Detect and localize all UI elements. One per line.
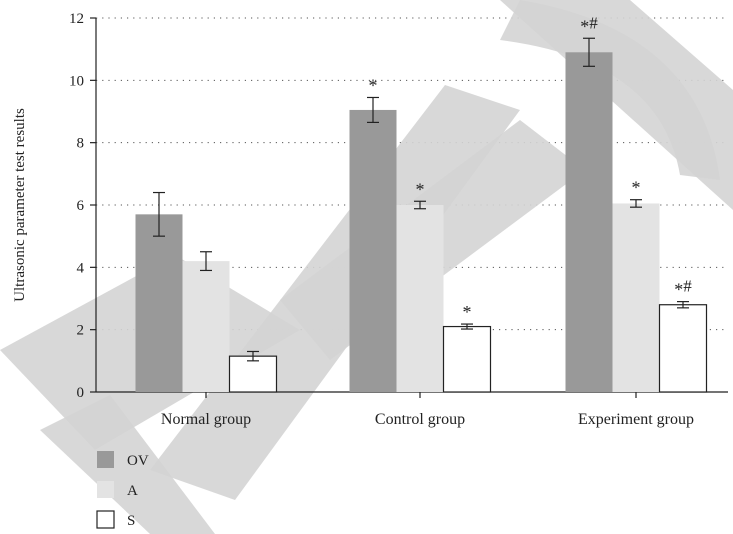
y-tick-label: 2 (77, 323, 85, 339)
bars (135, 52, 708, 393)
legend-label: A (127, 483, 138, 499)
y-tick-label: 0 (77, 385, 85, 401)
significance-annotations: * *# * * * *# (369, 13, 693, 322)
legend-swatch (97, 481, 114, 498)
tick-labels: 0 2 4 6 8 10 12 (69, 11, 85, 401)
bar (182, 261, 230, 392)
y-tick-label: 4 (77, 260, 85, 276)
error-bars (153, 37, 689, 362)
significance-marker: * (369, 75, 378, 95)
significance-marker: *# (674, 277, 692, 300)
y-tick-label: 12 (69, 11, 84, 27)
bar (135, 214, 183, 392)
x-category-label: Experiment group (578, 411, 694, 428)
legend-label: S (127, 513, 135, 529)
bar (612, 203, 660, 392)
bar (658, 304, 708, 393)
x-category-label: Normal group (161, 411, 251, 428)
bar (442, 325, 492, 393)
legend-swatch (97, 451, 114, 468)
watermark-stroke (40, 395, 215, 534)
category-labels: Normal group Control group Experiment grou… (161, 411, 694, 428)
watermark-stroke (500, 0, 733, 210)
bar (349, 109, 397, 393)
watermark-stroke (500, 0, 720, 180)
x-category-label: Control group (375, 411, 465, 428)
significance-marker: * (463, 302, 472, 322)
legend: OV AS (96, 451, 149, 529)
y-axis-label: Ultrasonic parameter test results (12, 108, 28, 302)
y-tick-label: 8 (77, 136, 85, 152)
legend-swatch (96, 510, 115, 529)
y-tick-label: 6 (77, 198, 85, 214)
y-tick-label: 10 (69, 73, 84, 89)
significance-marker: * (632, 178, 641, 198)
bar (228, 355, 278, 393)
legend-label: OV (127, 453, 149, 469)
bar (396, 205, 444, 392)
significance-marker: *# (580, 13, 598, 36)
bar (565, 52, 613, 393)
significance-marker: * (416, 179, 425, 199)
